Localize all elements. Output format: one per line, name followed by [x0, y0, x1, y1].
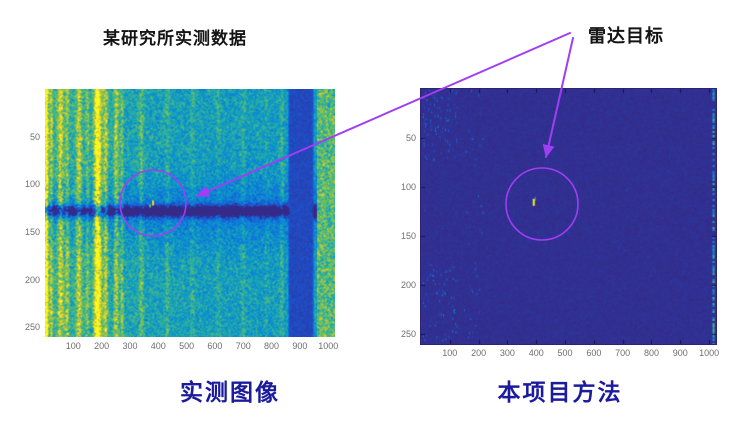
- x-tick-label: 200: [94, 341, 110, 351]
- x-tick-label: 300: [499, 348, 515, 358]
- x-tick-label: 600: [586, 348, 602, 358]
- x-tick-label: 800: [264, 341, 280, 351]
- processed-result-plot: 50 100 150 200 250 100 200 300 400 500 600 700 800 9…: [401, 88, 719, 358]
- right-plot-caption: 本项目方法: [497, 379, 623, 405]
- y-tick-label: 100: [400, 182, 416, 193]
- x-tick-label: 400: [150, 341, 166, 351]
- x-tick-label: 100: [65, 341, 81, 351]
- left-plot-caption: 实测图像: [180, 379, 280, 405]
- processed-result-canvas: [421, 89, 716, 344]
- x-tick-label: 300: [122, 341, 138, 351]
- y-tick-label: 150: [400, 231, 416, 242]
- y-tick-label: 50: [405, 133, 416, 144]
- left-plot-title: 某研究所实测数据: [103, 29, 247, 48]
- x-tick-label: 900: [292, 341, 308, 351]
- x-tick-label: 900: [672, 348, 688, 358]
- radar-target-label: 雷达目标: [588, 26, 664, 46]
- x-tick-label: 100: [442, 348, 458, 358]
- x-tick-label: 500: [179, 341, 195, 351]
- y-tick-label: 250: [400, 329, 416, 340]
- y-tick-label: 200: [400, 280, 416, 291]
- y-tick-label: 200: [24, 274, 40, 285]
- measured-spectrogram-plot: 50 100 150 200 250 100 200 300 400 500 600 700 800 9…: [25, 89, 338, 351]
- x-tick-label: 1000: [318, 341, 339, 351]
- x-tick-label: 700: [235, 341, 251, 351]
- x-tick-label: 200: [471, 348, 487, 358]
- y-tick-label: 100: [24, 179, 40, 190]
- x-tick-label: 500: [557, 348, 573, 358]
- x-tick-label: 800: [643, 348, 659, 358]
- x-tick-label: 1000: [699, 348, 720, 358]
- x-tick-label: 400: [528, 348, 544, 358]
- y-tick-label: 50: [29, 131, 40, 142]
- y-tick-label: 150: [24, 227, 40, 238]
- y-tick-label: 250: [24, 322, 40, 333]
- x-tick-label: 700: [615, 348, 631, 358]
- x-tick-label: 600: [207, 341, 223, 351]
- measured-spectrogram-canvas: [45, 89, 335, 337]
